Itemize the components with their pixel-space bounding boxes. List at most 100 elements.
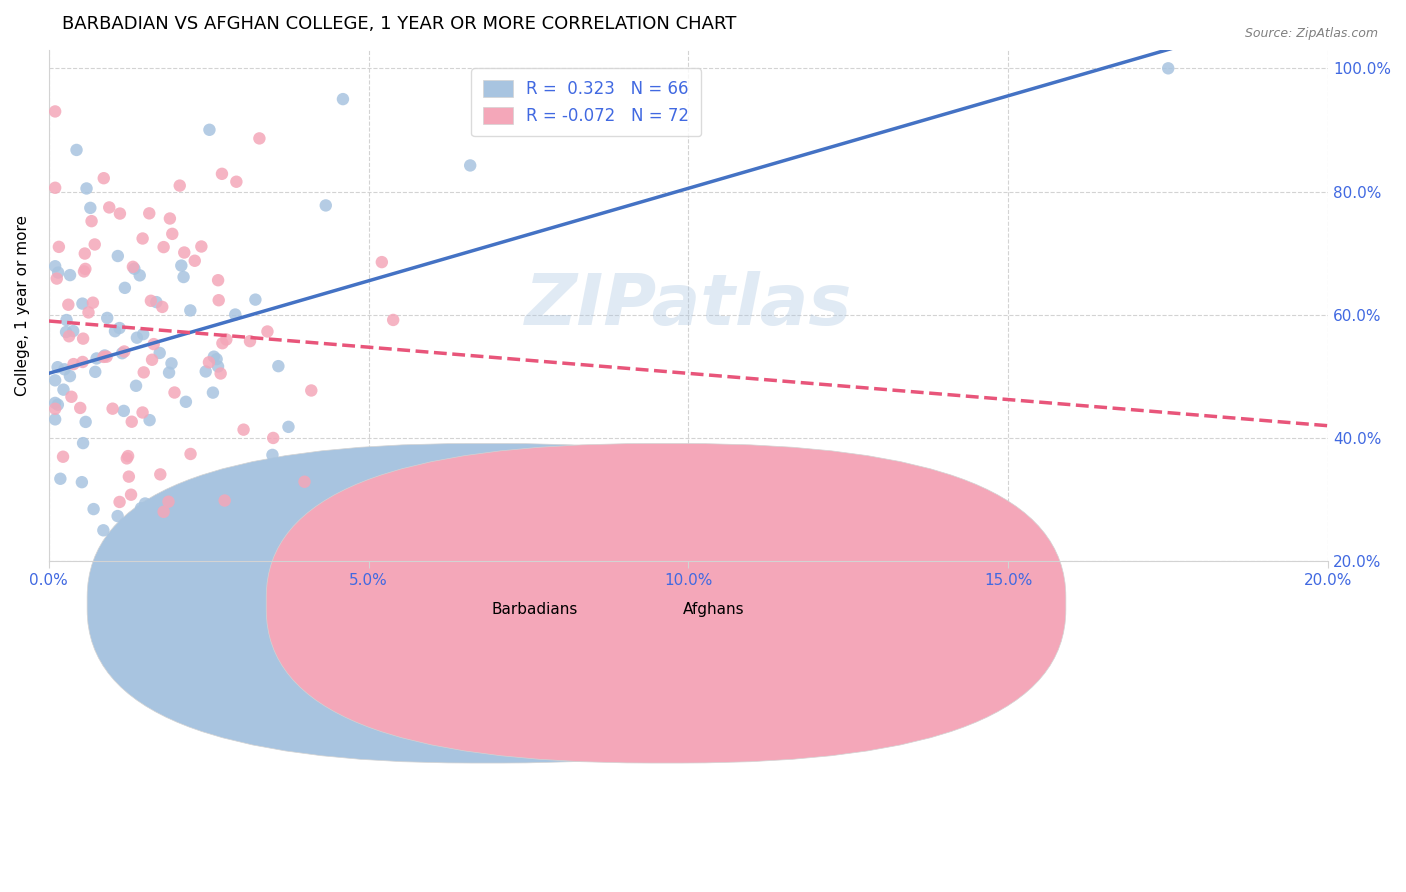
Point — [58, 298, 80, 312]
Text: Afghans: Afghans — [683, 602, 745, 617]
Point — [129, 501, 152, 516]
FancyBboxPatch shape — [87, 443, 887, 763]
Text: Barbadians: Barbadians — [492, 602, 578, 617]
Point — [245, 293, 267, 307]
Point — [149, 346, 172, 360]
Point — [256, 325, 278, 339]
Point — [214, 493, 236, 508]
Point — [86, 351, 108, 366]
Point — [207, 273, 229, 287]
Point — [44, 259, 66, 273]
Point — [132, 365, 155, 379]
Point — [83, 502, 105, 516]
Point — [120, 488, 142, 502]
Point — [108, 321, 131, 335]
Point — [184, 253, 207, 268]
Point — [125, 331, 148, 345]
Point — [93, 171, 115, 186]
Point — [111, 346, 134, 360]
Point — [211, 167, 233, 181]
Point — [79, 201, 101, 215]
Point — [104, 324, 127, 338]
Point — [131, 405, 153, 419]
Point — [98, 201, 121, 215]
Point — [75, 261, 97, 276]
Point — [52, 383, 75, 397]
Point — [152, 505, 174, 519]
Point — [159, 211, 181, 226]
Point — [96, 310, 118, 325]
Point — [205, 352, 228, 367]
Point — [152, 240, 174, 254]
Point — [112, 344, 135, 359]
FancyBboxPatch shape — [266, 443, 1066, 763]
Point — [46, 360, 69, 375]
Point — [190, 239, 212, 253]
Text: BARBADIAN VS AFGHAN COLLEGE, 1 YEAR OR MORE CORRELATION CHART: BARBADIAN VS AFGHAN COLLEGE, 1 YEAR OR M… — [62, 15, 735, 33]
Point — [44, 373, 66, 387]
Point — [73, 246, 96, 260]
Point — [77, 305, 100, 319]
Point — [180, 447, 202, 461]
Point — [107, 509, 129, 524]
Point — [179, 303, 201, 318]
Point — [55, 325, 77, 339]
Point — [108, 495, 131, 509]
Point — [160, 356, 183, 370]
Point — [46, 398, 69, 412]
Point — [208, 293, 231, 308]
Point — [201, 385, 224, 400]
Point — [84, 365, 107, 379]
Point — [163, 385, 186, 400]
Point — [157, 366, 180, 380]
Point — [194, 364, 217, 378]
Point — [207, 359, 229, 374]
Point — [141, 352, 163, 367]
Point — [382, 313, 405, 327]
Point — [170, 259, 193, 273]
Point — [59, 268, 82, 282]
Point — [198, 355, 221, 369]
Point — [93, 349, 115, 363]
Point — [267, 359, 290, 373]
Point — [262, 431, 284, 445]
Point — [96, 350, 118, 364]
Text: Source: ZipAtlas.com: Source: ZipAtlas.com — [1244, 27, 1378, 40]
Point — [202, 350, 225, 364]
Point — [169, 178, 191, 193]
Point — [72, 436, 94, 450]
Point — [65, 143, 87, 157]
Point — [44, 396, 66, 410]
Point — [75, 415, 97, 429]
Point — [173, 245, 195, 260]
Point — [150, 300, 173, 314]
Point — [121, 415, 143, 429]
Point — [82, 295, 104, 310]
Point — [53, 362, 76, 376]
Point — [315, 198, 337, 212]
Point — [62, 324, 84, 338]
Point — [83, 237, 105, 252]
Point — [162, 227, 184, 241]
Point — [124, 261, 146, 276]
Point — [69, 401, 91, 415]
Point — [138, 206, 160, 220]
Point — [80, 214, 103, 228]
Point — [458, 158, 481, 172]
Point — [247, 131, 270, 145]
Point — [45, 271, 67, 285]
Point — [93, 524, 115, 538]
Point — [59, 369, 82, 384]
Point — [58, 329, 80, 343]
Point — [142, 337, 165, 351]
Point — [299, 384, 322, 398]
Point — [44, 104, 66, 119]
Point — [209, 367, 232, 381]
Point — [55, 313, 77, 327]
Point — [44, 181, 66, 195]
Point — [60, 390, 83, 404]
Point — [44, 412, 66, 426]
Point — [134, 496, 156, 510]
Point — [114, 281, 136, 295]
Point — [73, 264, 96, 278]
